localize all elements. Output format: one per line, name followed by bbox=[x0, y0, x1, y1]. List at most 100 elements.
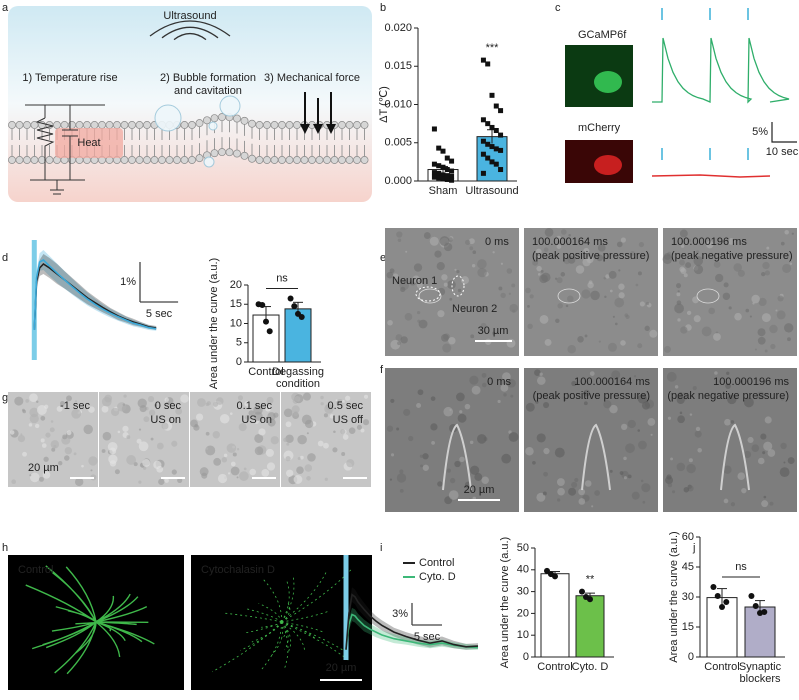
micrograph-texture bbox=[109, 447, 117, 455]
micrograph-texture bbox=[529, 294, 534, 299]
micrograph bbox=[385, 228, 519, 356]
lipid-head bbox=[255, 156, 264, 164]
y-tick-label: 0.015 bbox=[384, 60, 412, 72]
micrograph-texture bbox=[637, 394, 648, 404]
lipid-head bbox=[308, 156, 316, 164]
micrograph-texture bbox=[28, 423, 33, 427]
micrograph-texture bbox=[480, 322, 487, 329]
micrograph-texture bbox=[730, 420, 735, 424]
micrograph-texture bbox=[56, 405, 63, 412]
micrograph-texture bbox=[780, 241, 785, 246]
micrograph-texture bbox=[472, 250, 477, 255]
micrograph-texture bbox=[323, 442, 329, 449]
micrograph-texture bbox=[633, 375, 637, 378]
lipid-head bbox=[120, 156, 129, 164]
x-tick-label: Control bbox=[248, 366, 284, 378]
micrograph-texture bbox=[555, 318, 560, 324]
force-arrowhead bbox=[326, 124, 336, 134]
neuron-process bbox=[442, 423, 472, 491]
data-point bbox=[493, 103, 499, 109]
micrograph-texture bbox=[567, 295, 574, 303]
scale-label: 3% bbox=[392, 608, 408, 620]
lipid-head bbox=[23, 121, 31, 129]
micrograph-texture bbox=[101, 396, 112, 407]
heat-label: Heat bbox=[77, 137, 100, 149]
micrograph-texture bbox=[429, 236, 439, 246]
frame-note: (peak negative pressure) bbox=[671, 250, 793, 262]
micrograph-texture bbox=[345, 395, 351, 401]
micrograph-texture bbox=[244, 400, 251, 407]
micrograph-texture bbox=[320, 402, 324, 406]
micrograph-texture bbox=[554, 447, 565, 458]
micrograph-texture bbox=[266, 462, 276, 471]
micrograph-texture bbox=[459, 456, 465, 463]
micrograph-texture bbox=[689, 413, 693, 416]
micrograph-texture bbox=[507, 378, 516, 388]
micrograph-texture bbox=[11, 479, 17, 485]
micrograph-texture bbox=[205, 445, 216, 456]
micrograph-texture bbox=[616, 241, 623, 248]
micrograph-texture bbox=[90, 469, 93, 472]
micrograph-texture bbox=[294, 394, 304, 404]
micrograph-texture bbox=[607, 342, 617, 352]
micrograph-texture bbox=[683, 273, 688, 278]
micrograph-texture bbox=[221, 457, 228, 463]
micrograph-texture bbox=[138, 480, 142, 484]
micrograph-texture bbox=[537, 255, 541, 259]
lipid-head bbox=[293, 121, 301, 129]
micrograph-texture bbox=[422, 453, 429, 460]
micrograph-texture bbox=[51, 447, 56, 452]
micrograph-texture bbox=[713, 333, 721, 341]
image-label: mCherry bbox=[578, 122, 621, 134]
micrograph-texture bbox=[631, 491, 640, 500]
micrograph-texture bbox=[441, 334, 449, 342]
lipid-head bbox=[345, 156, 354, 164]
micrograph-texture bbox=[623, 456, 627, 461]
x-tick-label: Control bbox=[704, 661, 740, 673]
micrograph-texture bbox=[137, 398, 147, 408]
micrograph-texture bbox=[783, 461, 786, 464]
micrograph-texture bbox=[620, 340, 626, 346]
data-point bbox=[449, 173, 455, 179]
micrograph-texture bbox=[29, 413, 39, 424]
micrograph-texture bbox=[609, 469, 613, 473]
ultrasound-label: Ultrasound bbox=[163, 10, 216, 22]
lipid-head bbox=[285, 121, 294, 129]
legend-label: Control bbox=[419, 557, 454, 569]
lipid-head bbox=[210, 149, 219, 158]
micrograph-texture bbox=[481, 476, 489, 485]
micrograph-texture bbox=[469, 375, 479, 385]
y-tick-label: 30 bbox=[517, 586, 529, 598]
micrograph-texture bbox=[237, 395, 244, 401]
micrograph-texture bbox=[597, 243, 606, 252]
frame-time: 0 ms bbox=[487, 376, 511, 388]
micrograph-texture bbox=[695, 250, 700, 254]
micrograph-texture bbox=[101, 405, 109, 413]
micrograph-texture bbox=[780, 396, 785, 401]
y-tick-label: 0 bbox=[523, 651, 529, 663]
micrograph-texture bbox=[544, 338, 552, 346]
frame-time: 0.5 sec bbox=[328, 400, 364, 412]
scale-bar bbox=[771, 122, 797, 143]
micrograph-texture bbox=[346, 459, 355, 468]
micrograph-texture bbox=[180, 394, 189, 403]
micrograph-texture bbox=[766, 246, 770, 250]
micrograph-texture bbox=[751, 294, 760, 304]
micrograph-texture bbox=[693, 315, 701, 323]
lipid-head bbox=[113, 121, 121, 129]
micrograph-texture bbox=[598, 340, 601, 343]
micrograph-texture bbox=[760, 433, 767, 440]
micrograph-texture bbox=[297, 457, 301, 460]
micrograph-texture bbox=[469, 246, 474, 251]
micrograph-texture bbox=[567, 345, 576, 354]
micrograph-texture bbox=[232, 452, 237, 457]
lipid-head bbox=[75, 121, 84, 129]
micrograph-texture bbox=[723, 498, 729, 504]
micrograph-texture bbox=[147, 396, 155, 403]
micrograph-texture bbox=[685, 262, 692, 269]
micrograph-texture bbox=[468, 238, 475, 245]
y-axis-label: Area under the curve (a.u.) bbox=[208, 258, 220, 389]
data-point bbox=[291, 303, 298, 310]
data-point bbox=[710, 584, 717, 590]
data-point bbox=[431, 174, 437, 180]
